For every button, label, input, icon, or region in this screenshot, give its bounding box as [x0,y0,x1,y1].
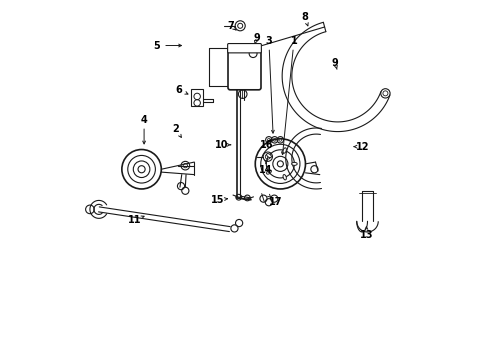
Text: 15: 15 [211,195,224,205]
Text: 1: 1 [290,36,297,46]
Text: 16: 16 [260,140,273,150]
Text: 4: 4 [141,115,147,125]
Text: 9: 9 [331,58,338,68]
Text: 13: 13 [359,230,372,239]
Text: 6: 6 [175,85,182,95]
Text: 12: 12 [355,141,369,152]
FancyBboxPatch shape [227,44,261,53]
Ellipse shape [266,170,271,174]
Ellipse shape [291,162,297,165]
Text: 3: 3 [265,36,272,46]
Text: 7: 7 [227,21,234,31]
Text: 10: 10 [214,140,228,150]
Bar [191,89,203,107]
Text: 2: 2 [172,124,179,134]
Text: 11: 11 [127,215,141,225]
Ellipse shape [283,148,286,153]
Text: 9: 9 [253,33,260,43]
Ellipse shape [283,175,286,180]
Ellipse shape [266,154,271,158]
Text: 5: 5 [153,41,160,50]
Text: 17: 17 [269,197,282,207]
Text: 8: 8 [301,12,307,22]
FancyBboxPatch shape [227,48,261,90]
Text: 14: 14 [259,165,272,175]
